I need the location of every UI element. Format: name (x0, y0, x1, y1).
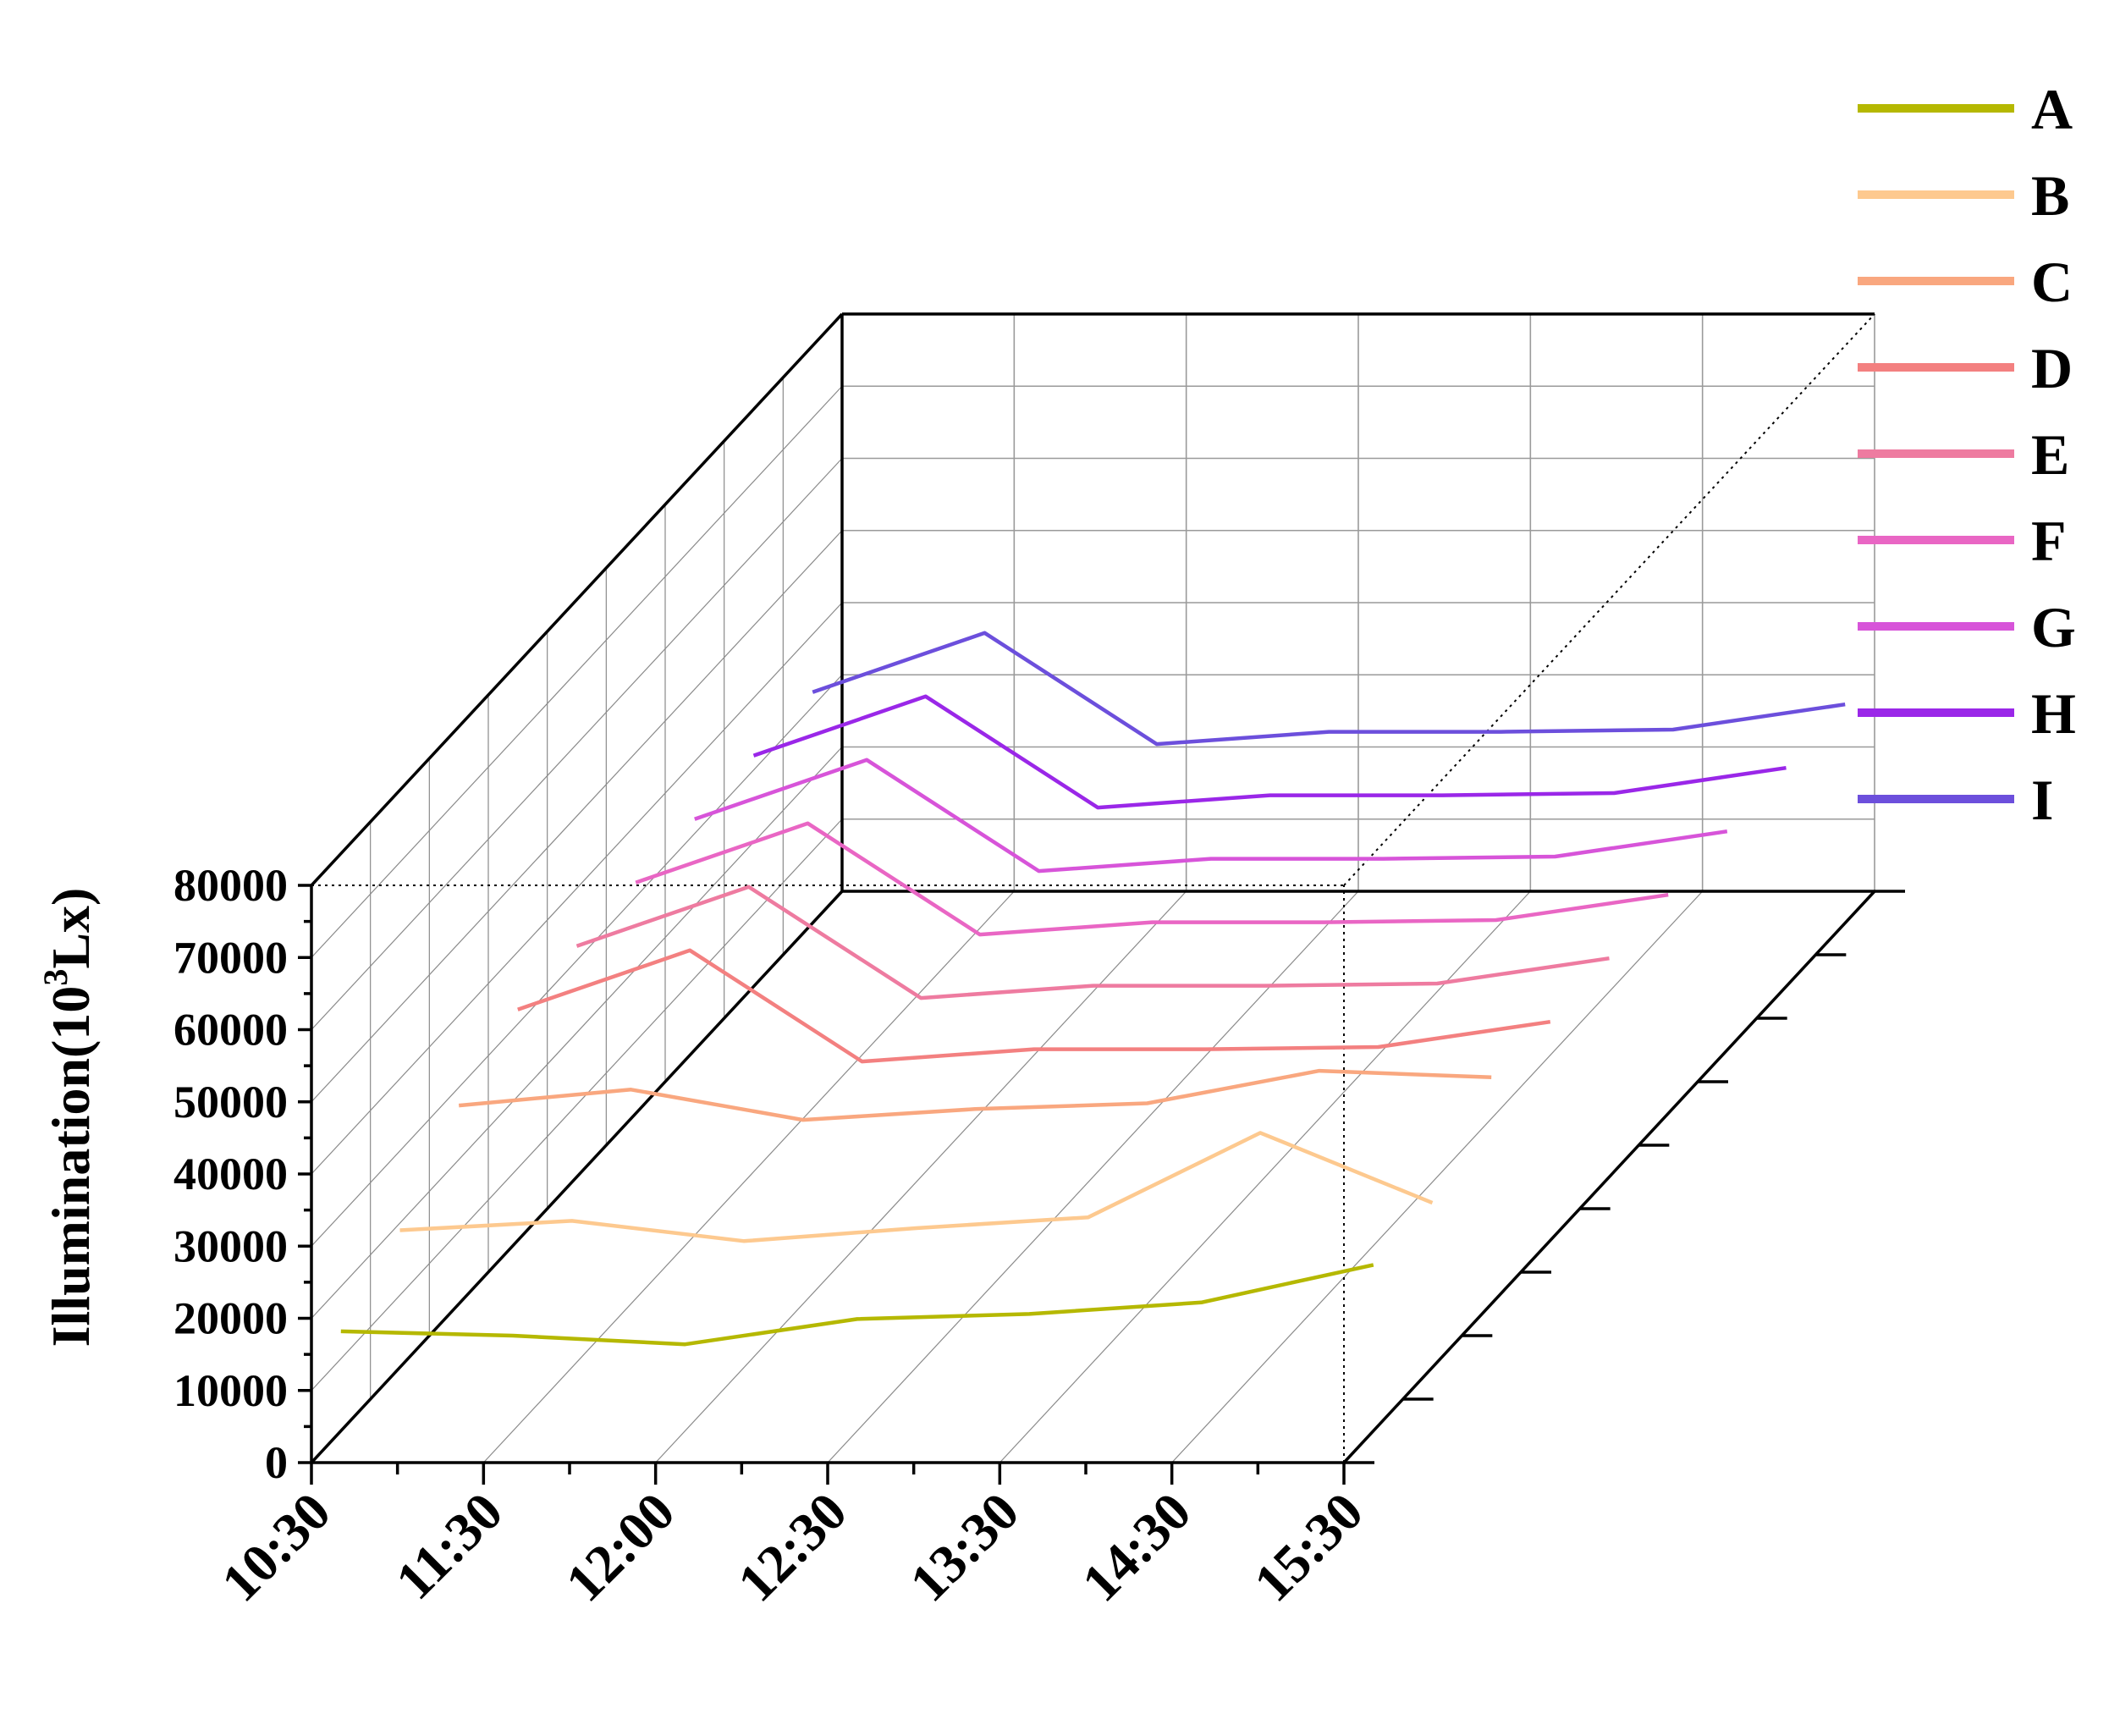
legend-label-b: B (2031, 163, 2069, 228)
frame-dotted-edge (1343, 313, 1875, 886)
series-line-a (340, 1263, 1374, 1347)
legend-label-g: G (2031, 595, 2076, 659)
side-wall-gridline (311, 818, 843, 1392)
legend-label-d: D (2031, 336, 2073, 400)
series-line-b (399, 1131, 1434, 1243)
y-tick-label: 30000 (173, 1221, 288, 1271)
depth-axis-line (1342, 890, 1876, 1464)
series-line-c (458, 1068, 1492, 1122)
side-wall-gridline (311, 530, 843, 1103)
floor-gridline (827, 890, 1359, 1463)
legend-label-c: C (2031, 250, 2073, 314)
side-wall-gridline (311, 385, 843, 958)
series-line-e (575, 885, 1610, 1000)
legend-label-f: F (2031, 509, 2067, 573)
y-axis-tick-labels: 0 10000 20000 30000 40000 50000 60000 70000 8000… (173, 860, 288, 1488)
series-line-h (752, 694, 1787, 810)
grid-layer (311, 313, 1875, 1463)
legend-label-a: A (2031, 77, 2073, 141)
x-tick-label: 15:30 (1242, 1481, 1374, 1613)
frame-edge (310, 312, 844, 887)
y-tick-label: 10000 (173, 1365, 288, 1416)
x-tick-label: 14:30 (1071, 1481, 1203, 1613)
y-tick-label: 40000 (173, 1149, 288, 1199)
series-line-i (812, 631, 1846, 747)
axis-frame (298, 312, 1905, 1485)
series-line-d (517, 948, 1551, 1064)
x-tick-label: 11:30 (384, 1481, 514, 1611)
floor-gridline (999, 890, 1531, 1463)
series-layer (340, 631, 1846, 1347)
series-line-g (694, 758, 1728, 874)
x-tick-label: 12:00 (554, 1481, 686, 1613)
legend-label-e: E (2031, 422, 2069, 487)
floor-gridline (482, 890, 1015, 1463)
y-axis-label: Illumination(103Lx) (36, 888, 101, 1347)
x-tick-label: 13:30 (898, 1481, 1030, 1613)
side-wall-gridline (311, 458, 843, 1030)
y-tick-label: 50000 (173, 1077, 288, 1127)
frame-edge (310, 890, 844, 1464)
y-tick-label: 60000 (173, 1005, 288, 1055)
legend-label-h: H (2031, 681, 2076, 746)
side-wall-gridline (311, 747, 843, 1319)
side-wall-gridline (311, 602, 843, 1175)
side-wall-gridline (311, 674, 843, 1247)
y-tick-label: 80000 (173, 860, 288, 911)
x-tick-label: 12:30 (726, 1481, 858, 1613)
floor-gridline (655, 890, 1187, 1463)
x-axis-tick-labels: 10:30 11:30 12:00 12:30 13:30 14:30 15:30 (210, 1481, 1374, 1613)
y-tick-label: 70000 (173, 932, 288, 983)
y-tick-label: 0 (265, 1437, 288, 1488)
y-tick-label: 20000 (173, 1293, 288, 1344)
x-tick-label: 10:30 (210, 1481, 342, 1613)
legend-label-i: I (2031, 768, 2053, 832)
series-line-f (635, 821, 1669, 937)
floor-gridline (1171, 890, 1704, 1463)
